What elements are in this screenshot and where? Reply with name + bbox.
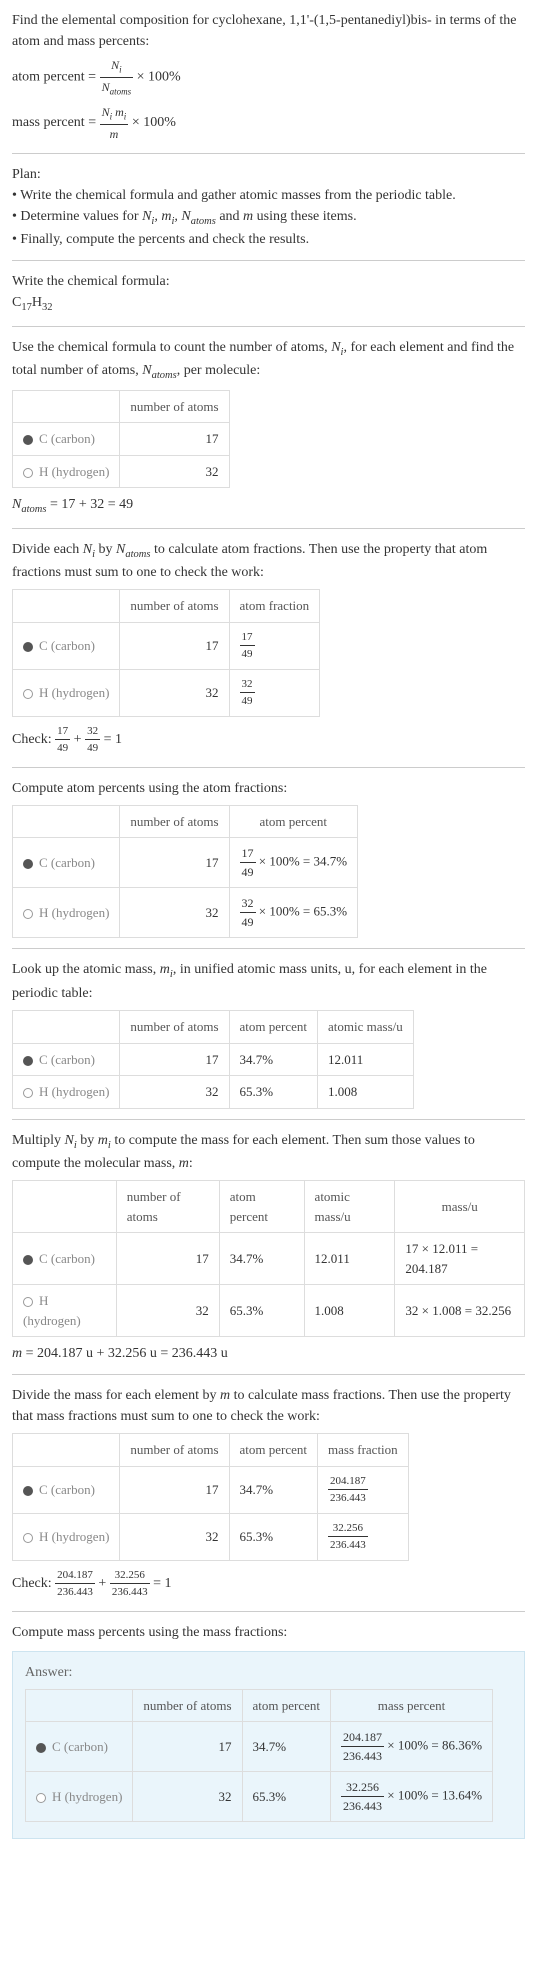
hydrogen-dot-icon: [36, 1793, 46, 1803]
mass-percent-formula: mass percent = Ni mi m × 100%: [12, 103, 525, 143]
table-row: C (carbon) 17 1749 × 100% = 34.7%: [13, 838, 358, 888]
massfrac-table: number of atomsatom percentmass fraction…: [12, 1433, 409, 1561]
answer-label: Answer:: [25, 1662, 512, 1683]
hydrogen-dot-icon: [23, 1297, 33, 1307]
table-header-row: number of atomsatom percent: [13, 805, 358, 838]
table-header-row: number of atomsatom percentmass fraction: [13, 1434, 409, 1467]
atomicmass-text: Look up the atomic mass, mi, in unified …: [12, 959, 525, 1004]
table-header-row: number of atomsatom percentatomic mass/u: [13, 1011, 414, 1044]
masspct-heading: Compute mass percents using the mass fra…: [12, 1622, 525, 1643]
table-row: C (carbon) 17 34.7% 204.187236.443: [13, 1466, 409, 1513]
multiply-mass: Multiply Ni by mi to compute the mass fo…: [12, 1130, 525, 1365]
divider: [12, 1611, 525, 1612]
atomfrac-table: number of atomsatom fraction C (carbon) …: [12, 589, 320, 717]
chemformula-value: C17H32: [12, 292, 525, 316]
chemformula-heading: Write the chemical formula:: [12, 271, 525, 292]
table-row: C (carbon) 17 34.7% 12.011 17 × 12.011 =…: [13, 1233, 525, 1285]
table-row: H (hydrogen) 32 3249 × 100% = 65.3%: [13, 888, 358, 938]
count-table: number of atoms C (carbon) 17 H (hydroge…: [12, 390, 230, 489]
count-sum: Natoms = 17 + 32 = 49: [12, 494, 525, 518]
atomicmass-table: number of atomsatom percentatomic mass/u…: [12, 1010, 414, 1109]
atompct-heading: Compute atom percents using the atom fra…: [12, 778, 525, 799]
atomic-mass: Look up the atomic mass, mi, in unified …: [12, 959, 525, 1108]
table-row: H (hydrogen) 32 65.3% 32.256236.443 × 10…: [26, 1772, 493, 1822]
table-row: H (hydrogen) 32 65.3% 32.256236.443: [13, 1513, 409, 1560]
divider: [12, 260, 525, 261]
hydrogen-dot-icon: [23, 1533, 33, 1543]
table-header-row: number of atomsatom fraction: [13, 590, 320, 623]
plan-line: • Determine values for Ni, mi, Natoms an…: [12, 206, 525, 230]
table-row: H (hydrogen) 32: [13, 455, 230, 488]
table-row: H (hydrogen) 32 65.3% 1.008 32 × 1.008 =…: [13, 1285, 525, 1337]
plan-line: • Write the chemical formula and gather …: [12, 185, 525, 206]
carbon-dot-icon: [36, 1743, 46, 1753]
intro: Find the elemental composition for cyclo…: [12, 10, 525, 143]
hydrogen-dot-icon: [23, 468, 33, 478]
frac-den: m: [100, 125, 129, 143]
divider: [12, 153, 525, 154]
divider: [12, 767, 525, 768]
atomfrac-text: Divide each Ni by Natoms to calculate at…: [12, 539, 525, 584]
multiply-sum: m = 204.187 u + 32.256 u = 236.443 u: [12, 1343, 525, 1364]
frac-den: Natoms: [100, 78, 134, 99]
hydrogen-dot-icon: [23, 1088, 33, 1098]
table-header-row: number of atomsatom percentmass percent: [26, 1689, 493, 1722]
plan: Plan: • Write the chemical formula and g…: [12, 164, 525, 251]
table-row: C (carbon) 17 34.7% 12.011: [13, 1043, 414, 1076]
carbon-dot-icon: [23, 859, 33, 869]
divider: [12, 948, 525, 949]
carbon-dot-icon: [23, 1255, 33, 1265]
plan-line: • Finally, compute the percents and chec…: [12, 229, 525, 250]
divider: [12, 1374, 525, 1375]
hydrogen-dot-icon: [23, 689, 33, 699]
table-header-row: number of atoms: [13, 390, 230, 423]
count-atoms: Use the chemical formula to count the nu…: [12, 337, 525, 518]
table-row: H (hydrogen) 32 3249: [13, 669, 320, 716]
table-row: C (carbon) 17 1749: [13, 622, 320, 669]
frac-num: Ni: [100, 56, 134, 78]
chemical-formula: Write the chemical formula: C17H32: [12, 271, 525, 316]
hydrogen-dot-icon: [23, 909, 33, 919]
divider: [12, 1119, 525, 1120]
atom-fractions: Divide each Ni by Natoms to calculate at…: [12, 539, 525, 757]
carbon-dot-icon: [23, 435, 33, 445]
table-row: C (carbon) 17: [13, 423, 230, 456]
massfrac-check: Check: 204.187236.443 + 32.256236.443 = …: [12, 1567, 525, 1601]
frac-num: Ni mi: [100, 103, 129, 125]
massfrac-text: Divide the mass for each element by m to…: [12, 1385, 525, 1427]
multiply-text: Multiply Ni by mi to compute the mass fo…: [12, 1130, 525, 1175]
carbon-dot-icon: [23, 642, 33, 652]
atomfrac-check: Check: 1749 + 3249 = 1: [12, 723, 525, 757]
carbon-dot-icon: [23, 1486, 33, 1496]
table-header-row: number of atomsatom percentatomic mass/u…: [13, 1181, 525, 1233]
carbon-dot-icon: [23, 1056, 33, 1066]
atom-percents: Compute atom percents using the atom fra…: [12, 778, 525, 939]
answer-box: Answer: number of atomsatom percentmass …: [12, 1651, 525, 1840]
count-text: Use the chemical formula to count the nu…: [12, 337, 525, 384]
divider: [12, 326, 525, 327]
table-row: H (hydrogen) 32 65.3% 1.008: [13, 1076, 414, 1109]
answer-table: number of atomsatom percentmass percent …: [25, 1689, 493, 1823]
plan-heading: Plan:: [12, 164, 525, 185]
mass-fractions: Divide the mass for each element by m to…: [12, 1385, 525, 1601]
atompct-table: number of atomsatom percent C (carbon) 1…: [12, 805, 358, 939]
mass-percents: Compute mass percents using the mass fra…: [12, 1622, 525, 1643]
table-row: C (carbon) 17 34.7% 204.187236.443 × 100…: [26, 1722, 493, 1772]
atom-percent-formula: atom percent = Ni Natoms × 100%: [12, 56, 525, 99]
multiply-table: number of atomsatom percentatomic mass/u…: [12, 1180, 525, 1337]
intro-title: Find the elemental composition for cyclo…: [12, 10, 525, 52]
divider: [12, 528, 525, 529]
